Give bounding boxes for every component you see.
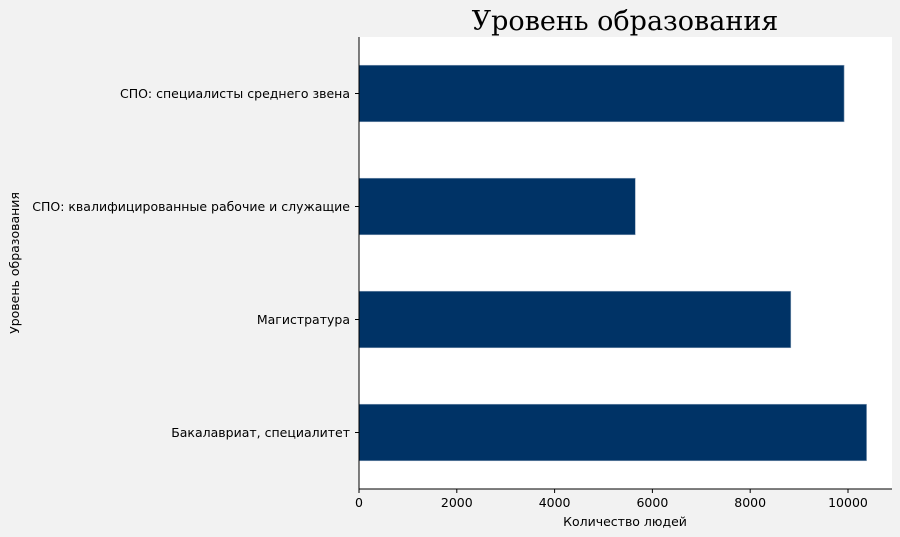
x-tick-label: 6000 <box>636 495 668 510</box>
x-tick-label: 4000 <box>539 495 571 510</box>
x-tick-label: 2000 <box>441 495 473 510</box>
y-tick-label: Бакалавриат, специалитет <box>171 425 350 440</box>
x-tick-label: 8000 <box>734 495 766 510</box>
x-tick-label: 10000 <box>828 495 868 510</box>
y-axis-label: Уровень образования <box>7 192 22 334</box>
y-tick-label: Магистратура <box>257 312 350 327</box>
ticks-group: Бакалавриат, специалитет Магистратура СПО:… <box>32 86 868 510</box>
y-tick-label: СПО: специалисты среднего звена <box>120 86 350 101</box>
chart-title: Уровень образования <box>472 6 779 37</box>
bar-3 <box>358 64 845 123</box>
y-tick-label: СПО: квалифицированные рабочие и служащи… <box>32 199 350 214</box>
bars-group <box>358 64 867 462</box>
x-tick-label: 0 <box>355 495 363 510</box>
bar-2 <box>358 177 636 236</box>
bar-0 <box>358 403 867 462</box>
x-axis-label: Количество людей <box>563 514 687 529</box>
bar-1 <box>358 290 792 349</box>
